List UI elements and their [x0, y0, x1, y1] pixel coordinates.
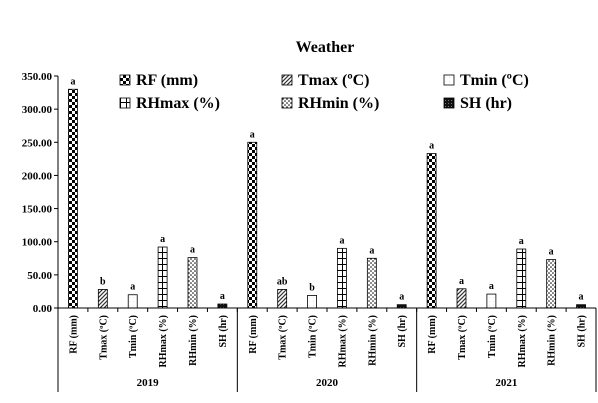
y-tick-label: 350.00 — [22, 71, 53, 83]
bar-rhmin-2021 — [546, 259, 557, 309]
x-tick-label: SH (hr) — [218, 315, 229, 348]
chart-title: Weather — [296, 39, 355, 56]
x-tick-label: SH (hr) — [577, 315, 588, 348]
y-tick-label: 200.00 — [22, 170, 53, 182]
bar-rf-2019 — [68, 88, 78, 309]
significance-letter: a — [489, 281, 494, 292]
legend-swatch-rhmin — [281, 97, 293, 109]
bar-rf-2020 — [247, 141, 258, 309]
bar-rhmax-2020 — [337, 247, 347, 309]
y-tick-label: 150.00 — [22, 204, 53, 216]
legend-swatch-rhmax — [119, 97, 131, 109]
legend-swatch-tmin — [443, 74, 455, 86]
significance-letter: b — [100, 276, 106, 287]
legend-label-rhmin: RHmin (%) — [298, 95, 379, 112]
bar-rhmax-2021 — [516, 248, 527, 309]
y-axis: 0.00 50.00 100.00 150.00 200.00 250.00 300.00 3… — [22, 71, 59, 315]
significance-letter: b — [309, 282, 315, 293]
y-tick-label: 50.00 — [27, 270, 52, 282]
bar-tmax-2020 — [277, 289, 288, 309]
group-label: 2020 — [316, 377, 339, 389]
group-label: 2019 — [137, 377, 160, 389]
group-label: 2021 — [495, 377, 517, 389]
legend-swatch-sh — [443, 97, 455, 109]
x-tick-label: RF (mm) — [68, 315, 79, 354]
y-tick-label: 300.00 — [22, 104, 53, 116]
x-tick-label: RHmin (%) — [367, 315, 378, 366]
x-tick-label: RF (mm) — [427, 315, 438, 354]
significance-letter: a — [339, 235, 344, 246]
x-tick-label: Tmax (ºC) — [278, 315, 289, 360]
significance-letter: a — [70, 76, 75, 87]
y-tick-label: 250.00 — [22, 137, 53, 149]
significance-letter: a — [429, 141, 434, 152]
x-tick-label: Tmin (ºC) — [487, 315, 498, 358]
significance-letter: a — [250, 129, 255, 140]
significance-letter: a — [519, 236, 524, 247]
legend-label-rf: RF (mm) — [136, 72, 198, 89]
legend-label-rhmax: RHmax (%) — [136, 95, 220, 112]
legend-label-tmin: Tmin (ºC) — [460, 72, 529, 89]
bar-rf-2021 — [426, 153, 437, 309]
x-tick-label: RHmax (%) — [337, 315, 348, 368]
significance-letter: ab — [277, 276, 288, 287]
significance-letter: a — [459, 276, 464, 287]
significance-letter: a — [369, 245, 374, 256]
bar-tmin-2019 — [127, 294, 138, 309]
bar-sh-2019 — [217, 303, 228, 309]
legend-label-tmax: Tmax (ºC) — [298, 72, 370, 89]
x-tick-label: Tmin (ºC) — [128, 315, 139, 358]
significance-letter: a — [549, 247, 554, 258]
y-tick-label: 100.00 — [22, 237, 53, 249]
significance-letter: a — [220, 291, 225, 302]
bar-rhmin-2020 — [366, 257, 377, 309]
legend-swatch-rf — [119, 74, 131, 86]
x-tick-label: Tmax (ºC) — [457, 315, 468, 360]
x-tick-label: RHmin (%) — [188, 315, 199, 366]
bar-rhmin-2019 — [187, 257, 198, 309]
significance-letter: a — [130, 282, 135, 293]
legend-swatch-tmax — [281, 74, 293, 86]
x-tick-label: RHmax (%) — [158, 315, 169, 368]
bar-rhmax-2019 — [157, 246, 168, 309]
bar-tmax-2019 — [97, 289, 108, 309]
bar-tmin-2020 — [307, 295, 317, 309]
x-tick-label: RHmin (%) — [547, 315, 558, 366]
bar-tmin-2021 — [486, 293, 497, 309]
significance-letter: a — [579, 292, 584, 303]
bar-tmax-2021 — [456, 288, 467, 309]
legend: RF (mm) Tmax (ºC) Tmin (ºC) RHmax (%) RHmin … — [119, 72, 529, 112]
x-tick-label: SH (hr) — [397, 315, 408, 348]
x-axis: 2019 RF (mm) Tmax (ºC) Tmin (ºC) RHmax (%) RH… — [57, 307, 597, 392]
x-tick-label: Tmax (ºC) — [98, 315, 109, 360]
x-tick-label: RHmax (%) — [517, 315, 528, 368]
legend-label-sh: SH (hr) — [460, 95, 512, 112]
significance-letter: a — [160, 234, 165, 245]
significance-letter: a — [190, 245, 195, 256]
x-tick-label: Tmin (ºC) — [308, 315, 319, 358]
significance-letter: a — [399, 292, 404, 303]
y-tick-label: 0.00 — [33, 303, 53, 315]
x-tick-label: RF (mm) — [248, 315, 259, 354]
